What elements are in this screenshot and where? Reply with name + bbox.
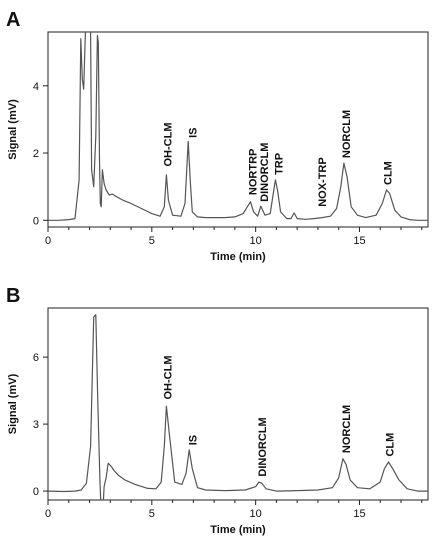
peak-label-b: DINORCLM <box>257 417 269 476</box>
x-tick-label-a: 0 <box>45 235 51 247</box>
peak-label-a: NORTRP <box>247 149 259 195</box>
panel-label-a: A <box>6 9 20 31</box>
peak-label-a: NOX-TRP <box>317 157 329 207</box>
x-tick-label-b: 0 <box>45 508 51 520</box>
y-tick-label-b: 3 <box>33 419 39 431</box>
x-axis-label-a: Time (min) <box>210 251 266 263</box>
y-tick-label-b: 0 <box>33 486 39 498</box>
peak-label-a: DINORCLM <box>259 143 271 202</box>
chromatogram-trace-a <box>48 32 428 221</box>
x-tick-label-a: 15 <box>353 235 365 247</box>
chromatogram-trace-b <box>48 314 428 500</box>
peak-label-a: IS <box>187 127 199 137</box>
peak-label-b: IS <box>187 435 199 445</box>
peak-label-a: NORCLM <box>341 110 353 158</box>
peak-label-a: OH-CLM <box>162 123 174 167</box>
y-tick-label-a: 4 <box>33 81 39 93</box>
x-tick-label-a: 5 <box>149 235 155 247</box>
peak-label-a: TRP <box>273 153 285 175</box>
y-tick-label-a: 0 <box>33 215 39 227</box>
peak-label-b: CLM <box>385 433 397 457</box>
x-tick-label-b: 15 <box>353 508 365 520</box>
x-tick-label-b: 10 <box>250 508 262 520</box>
y-axis-label-a: Signal (mV) <box>7 99 19 160</box>
peak-label-b: OH-CLM <box>162 356 174 400</box>
y-tick-label-b: 6 <box>33 352 39 364</box>
panel-a: A 0 5 10 15 0 2 4 Time (min) Signal (mV) OH-CLM IS N… <box>6 9 429 263</box>
x-axis-label-b: Time (min) <box>210 524 266 536</box>
panel-b: B 0 5 10 15 0 3 6 Time (min) Signal (mV) OH-CLM IS D… <box>6 285 429 536</box>
x-tick-label-a: 10 <box>250 235 262 247</box>
plot-frame-a <box>47 31 429 228</box>
peak-label-b: NORCLM <box>341 405 353 453</box>
panel-label-b: B <box>6 285 20 307</box>
y-axis-label-b: Signal (mV) <box>7 373 19 434</box>
y-tick-label-a: 2 <box>33 148 39 160</box>
plot-frame-b <box>47 307 429 501</box>
x-tick-label-b: 5 <box>149 508 155 520</box>
peak-label-a: CLM <box>382 161 394 185</box>
